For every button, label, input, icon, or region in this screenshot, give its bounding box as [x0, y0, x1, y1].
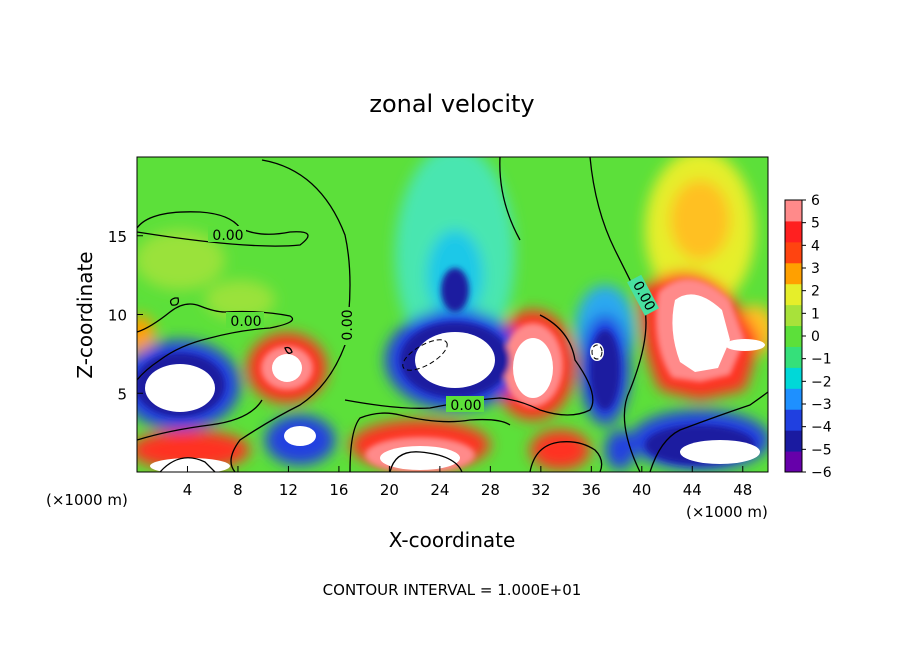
x-tick-label: 48 [733, 481, 752, 499]
colorbar-tick-label: 1 [811, 306, 820, 322]
colorbar-tick-label: −5 [811, 442, 832, 458]
x-axis: 4 8 12 16 20 24 28 32 36 40 44 48 (×1000 m) (×1000 … [46, 466, 768, 552]
colorbar: 6 5 4 3 2 1 0 −1 −2 −3 −4 −5 −6 [784, 193, 832, 481]
colorbar-swatch [785, 367, 802, 389]
colorbar-swatch [785, 451, 802, 473]
colorbar-tick-label: 6 [811, 193, 820, 209]
colorbar-swatch [785, 283, 802, 306]
chart-title: zonal velocity [369, 90, 534, 118]
colorbar-swatch [785, 346, 802, 368]
colorbar-tick-label: −6 [811, 465, 832, 481]
colorbar-tick-label: 2 [811, 284, 820, 300]
colorbar-tick-label: 5 [811, 216, 820, 232]
x-tick-label: 24 [430, 481, 449, 499]
y-axis: 5 10 15 Z-coordinate [73, 228, 143, 403]
x-tick-label: 40 [632, 481, 651, 499]
y-axis-label: Z-coordinate [73, 251, 97, 378]
colorbar-swatch [785, 220, 802, 243]
x-tick-label: 4 [183, 481, 193, 499]
x-tick-label: 44 [683, 481, 702, 499]
x-tick-label: 32 [531, 481, 550, 499]
colorbar-swatch [785, 388, 802, 410]
colorbar-swatch [785, 409, 802, 431]
colorbar-swatch [785, 200, 802, 222]
contour-label: 0.00 [450, 398, 481, 414]
x-tick-label: 8 [233, 481, 243, 499]
x-tick-label: 36 [582, 481, 601, 499]
contour-label: 0.00 [340, 309, 356, 340]
colorbar-tick-label: 4 [811, 238, 820, 254]
colorbar-tick-label: −2 [811, 374, 832, 390]
x-axis-label: X-coordinate [389, 528, 516, 552]
x-tick-label: 20 [380, 481, 399, 499]
colorbar-swatch [785, 325, 802, 347]
colorbar-tick-label: 0 [811, 329, 820, 345]
colorbar-swatch [785, 430, 802, 452]
x-unit-left: (×1000 m) [46, 491, 128, 509]
x-tick-label: 12 [279, 481, 298, 499]
colorbar-tick-label: −1 [811, 352, 832, 368]
y-tick-label: 15 [108, 228, 127, 246]
y-tick-label: 10 [108, 307, 127, 325]
colorbar-swatch [785, 241, 802, 264]
x-tick-label: 28 [481, 481, 500, 499]
colorbar-swatch [785, 262, 802, 285]
plot-area: 0.00 0.00 0.00 0.00 0.00 [137, 157, 768, 472]
contour-interval-note: CONTOUR INTERVAL = 1.000E+01 [323, 581, 582, 599]
y-tick-label: 5 [117, 385, 127, 403]
colorbar-swatch [785, 304, 802, 327]
colorbar-tick-label: 3 [811, 261, 820, 277]
x-unit-right: (×1000 m) [686, 503, 768, 521]
x-tick-label: 16 [329, 481, 348, 499]
colorbar-tick-label: −4 [811, 420, 832, 436]
colorbar-tick-label: −3 [811, 397, 832, 413]
contour-label: 0.00 [212, 228, 243, 244]
contour-label: 0.00 [230, 314, 261, 330]
